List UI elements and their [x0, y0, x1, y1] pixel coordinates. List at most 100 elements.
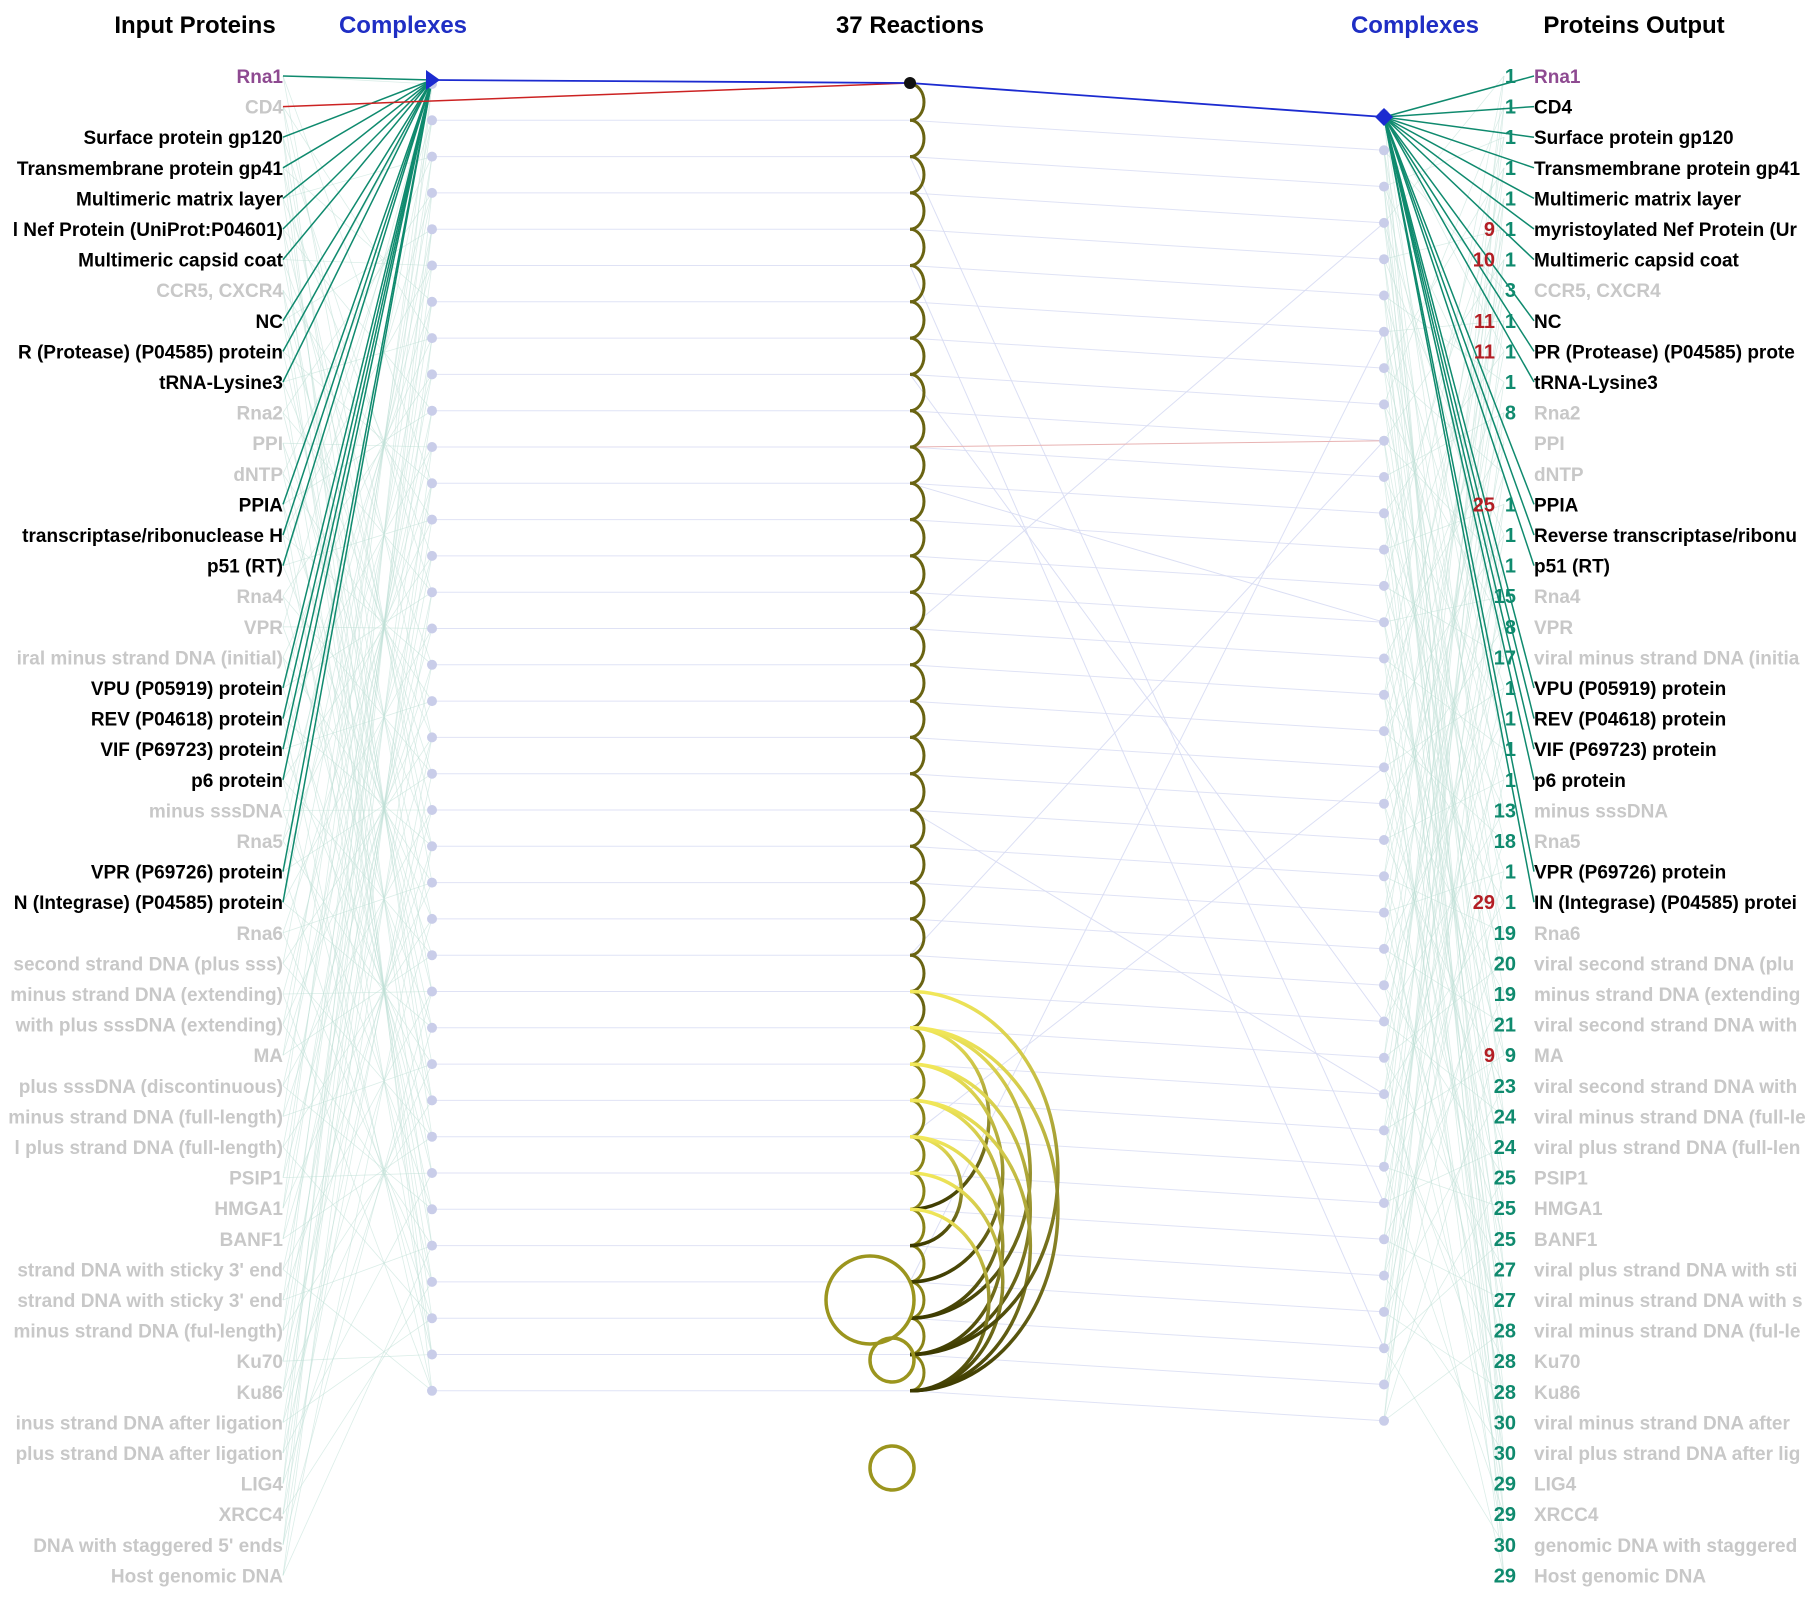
right-complex-node [1379, 653, 1389, 664]
reaction-self-loop [824, 1254, 916, 1346]
faded-input-edge [282, 338, 433, 1239]
reaction-loop-arc [909, 1098, 1033, 1393]
input-protein-label: HMGA1 [214, 1199, 283, 1220]
right-complex-node [1379, 435, 1389, 446]
faded-reaction-complex-edge [909, 555, 1385, 587]
faded-output-edge [1383, 440, 1505, 1086]
right-complex-node [1379, 726, 1389, 737]
faded-input-edge [282, 412, 433, 593]
faded-input-edge [282, 1172, 433, 1454]
left-complex-node [427, 877, 437, 888]
faded-output-edge [1383, 513, 1505, 1484]
active-input-edge [282, 79, 433, 750]
input-protein-label: dNTP [233, 465, 283, 486]
output-protein-label: VPR [1534, 618, 1573, 639]
input-protein-label: VPR [244, 618, 283, 639]
reaction-self-loop [868, 1444, 916, 1492]
output-count: 9 [1484, 219, 1495, 241]
reaction-loop-arc [909, 1098, 1005, 1320]
faded-output-edge [1383, 222, 1505, 597]
output-protein-label: VPU (P05919) protein [1534, 679, 1726, 700]
faded-cross-edge [909, 440, 1385, 956]
right-complex-node [1379, 1379, 1389, 1390]
input-protein-label: VIF (P69723) protein [100, 740, 283, 761]
faded-output-edge [1383, 404, 1505, 1239]
faded-output-edge [1383, 476, 1505, 1025]
output-count: 30 [1494, 1535, 1516, 1557]
left-complex-node [427, 1131, 437, 1142]
active-reaction-node [904, 77, 916, 89]
reaction-chain-arc [909, 264, 926, 304]
faded-input-edge [282, 954, 433, 1056]
faded-output-edge [1383, 476, 1505, 1545]
output-protein-label: Multimeric matrix layer [1534, 189, 1742, 210]
faded-input-edge [282, 591, 433, 689]
input-protein-label: Multimeric matrix layer [76, 189, 284, 210]
output-count: 29 [1494, 1474, 1516, 1496]
reaction-chain-arc [909, 336, 926, 376]
active-output-edge [1383, 116, 1535, 138]
right-complex-node [1379, 762, 1389, 773]
active-input-edge [282, 79, 433, 903]
output-protein-label: Rna4 [1534, 587, 1581, 608]
output-count: 25 [1494, 1198, 1516, 1220]
faded-reaction-complex-edge [909, 845, 1385, 877]
output-protein-label: VIF (P69723) protein [1534, 740, 1717, 761]
output-count: 17 [1494, 647, 1516, 669]
left-complex-node [427, 1095, 437, 1106]
faded-input-edge [282, 410, 433, 1362]
faded-output-edge [1383, 259, 1505, 1056]
reaction-loop-arc [909, 989, 1060, 1357]
faded-output-edge [1383, 106, 1505, 405]
output-count: 25 [1494, 1229, 1516, 1251]
left-complex-node [427, 1313, 437, 1324]
input-protein-label: minus strand DNA (full-length) [8, 1107, 283, 1128]
left-complex-node [427, 587, 437, 598]
output-count: 29 [1494, 1504, 1516, 1526]
right-complex-node [1379, 835, 1389, 845]
output-count: 30 [1494, 1412, 1516, 1434]
input-protein-label: minus sssDNA [149, 801, 283, 822]
faded-output-edge [1383, 1166, 1505, 1515]
reaction-chain-arc [909, 844, 926, 885]
reaction-chain-arc [909, 881, 926, 921]
right-complex-node [1379, 1052, 1389, 1063]
input-protein-label: Ku70 [237, 1352, 283, 1373]
faded-reaction-complex-edge [909, 1172, 1385, 1204]
input-protein-label: REV (P04618) protein [91, 710, 283, 731]
faded-input-edge [282, 1100, 433, 1331]
faded-input-edge [282, 737, 433, 964]
faded-input-edge [282, 320, 433, 774]
output-count: 10 [1473, 250, 1495, 272]
input-protein-label: strand DNA with sticky 3' end [17, 1260, 283, 1281]
faded-input-edge [282, 628, 433, 903]
edge-layer [282, 75, 1535, 1576]
faded-reaction-complex-edge [909, 700, 1385, 732]
faded-cross-edge [909, 482, 1385, 623]
faded-input-edge [282, 156, 433, 1056]
faded-input-edge [282, 664, 433, 1117]
output-count: 1 [1505, 341, 1516, 363]
faded-input-edge [282, 519, 433, 1423]
reaction-loop-arc [909, 1026, 1033, 1320]
faded-output-edge [1383, 259, 1505, 536]
output-count: 8 [1505, 617, 1516, 639]
proteins-output-header: Proteins Output [1543, 12, 1724, 39]
output-count: 1 [1505, 739, 1516, 761]
faded-output-edge [1383, 658, 1505, 1576]
output-protein-label: Rna6 [1534, 924, 1580, 945]
output-protein-label: viral plus strand DNA with sti [1534, 1260, 1797, 1281]
faded-reaction-complex-edge [909, 1063, 1385, 1095]
faded-output-edge [1383, 186, 1505, 1576]
reaction-chain-arc [909, 445, 926, 485]
active-output-edge [1383, 116, 1535, 200]
output-count: 8 [1505, 403, 1516, 425]
faded-input-edge [282, 259, 433, 266]
active-input-edge [282, 79, 433, 536]
active-input-edge [282, 79, 433, 566]
right-complex-node [1379, 907, 1389, 918]
faded-input-edge [282, 120, 433, 842]
right-complex-node [1379, 363, 1389, 374]
faded-input-edge [282, 483, 433, 933]
faded-input-edge [282, 442, 433, 448]
